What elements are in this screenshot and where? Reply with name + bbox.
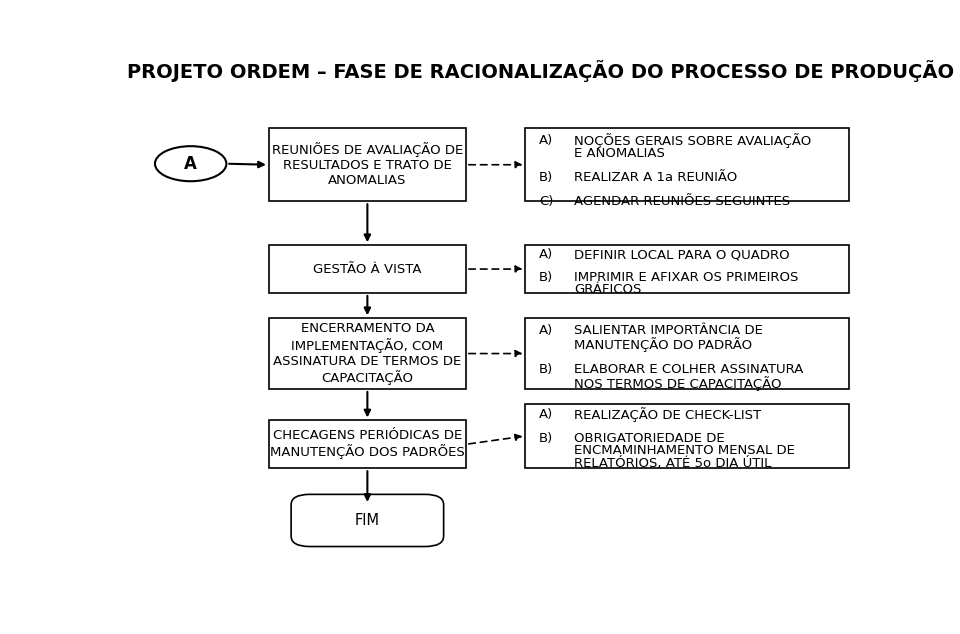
Text: A): A) [539,408,553,422]
Text: NOÇÕES GERAIS SOBRE AVALIAÇÃO: NOÇÕES GERAIS SOBRE AVALIAÇÃO [574,133,811,148]
Text: RELATÓRIOS, ATÉ 5o DIA ÚTIL: RELATÓRIOS, ATÉ 5o DIA ÚTIL [574,456,771,470]
FancyBboxPatch shape [525,318,849,389]
Text: ENCMAMINHAMENTO MENSAL DE: ENCMAMINHAMENTO MENSAL DE [574,444,795,457]
Text: FIM: FIM [355,513,380,528]
Text: PROJETO ORDEM – FASE DE RACIONALIZAÇÃO DO PROCESSO DE PRODUÇÃO: PROJETO ORDEM – FASE DE RACIONALIZAÇÃO D… [128,60,954,82]
Text: A: A [184,155,197,172]
FancyBboxPatch shape [525,404,849,469]
Text: SALIENTAR IMPORTÂNCIA DE: SALIENTAR IMPORTÂNCIA DE [574,324,762,337]
Text: GRÁFICOS: GRÁFICOS [574,283,641,295]
FancyBboxPatch shape [269,128,466,201]
Text: E ANOMALIAS: E ANOMALIAS [574,146,664,160]
Text: REALIZAR A 1a REUNIÃO: REALIZAR A 1a REUNIÃO [574,171,737,184]
Text: ELABORAR E COLHER ASSINATURA: ELABORAR E COLHER ASSINATURA [574,363,804,377]
Text: B): B) [539,271,553,284]
Text: B): B) [539,363,553,377]
Text: DEFINIR LOCAL PARA O QUADRO: DEFINIR LOCAL PARA O QUADRO [574,249,789,261]
FancyBboxPatch shape [291,495,444,547]
Text: OBRIGATORIEDADE DE: OBRIGATORIEDADE DE [574,432,725,445]
Text: AGENDAR REUNIÕES SEGUINTES: AGENDAR REUNIÕES SEGUINTES [574,195,790,209]
FancyBboxPatch shape [269,420,466,469]
Text: A): A) [539,324,553,337]
Text: C): C) [539,195,553,209]
Text: IMPRIMIR E AFIXAR OS PRIMEIROS: IMPRIMIR E AFIXAR OS PRIMEIROS [574,271,798,284]
FancyBboxPatch shape [525,128,849,201]
FancyBboxPatch shape [269,245,466,293]
Text: REUNIÕES DE AVALIAÇÃO DE
RESULTADOS E TRATO DE
ANOMALIAS: REUNIÕES DE AVALIAÇÃO DE RESULTADOS E TR… [272,142,463,187]
Text: NOS TERMOS DE CAPACITAÇÃO: NOS TERMOS DE CAPACITAÇÃO [574,376,781,391]
FancyBboxPatch shape [525,245,849,293]
Text: A): A) [539,134,553,147]
Text: GESTÃO À VISTA: GESTÃO À VISTA [313,262,421,276]
Text: REALIZAÇÃO DE CHECK-LIST: REALIZAÇÃO DE CHECK-LIST [574,408,761,422]
FancyBboxPatch shape [269,318,466,389]
Text: B): B) [539,432,553,445]
Text: A): A) [539,249,553,261]
Text: CHECAGENS PERIÓDICAS DE
MANUTENÇÃO DOS PADRÕES: CHECAGENS PERIÓDICAS DE MANUTENÇÃO DOS P… [270,429,465,460]
Text: B): B) [539,171,553,184]
Text: ENCERRAMENTO DA
IMPLEMENTAÇÃO, COM
ASSINATURA DE TERMOS DE
CAPACITAÇÃO: ENCERRAMENTO DA IMPLEMENTAÇÃO, COM ASSIN… [274,322,462,385]
Text: MANUTENÇÃO DO PADRÃO: MANUTENÇÃO DO PADRÃO [574,337,752,352]
